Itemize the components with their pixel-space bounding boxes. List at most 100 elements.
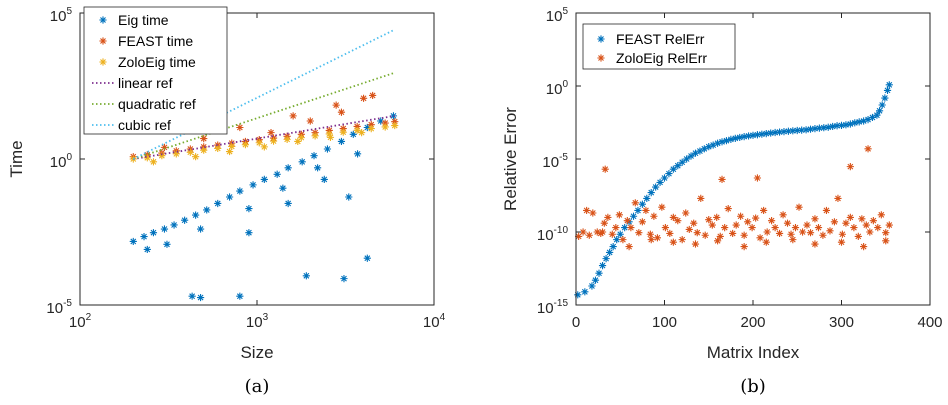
ref-line (133, 114, 395, 160)
data-point (748, 224, 756, 232)
data-point (693, 229, 701, 237)
data-point (369, 91, 377, 100)
data-point (885, 221, 893, 229)
legend-label: Eig time (118, 12, 169, 28)
data-point (601, 165, 609, 173)
data-point (854, 232, 862, 240)
data-point (245, 229, 253, 237)
panel-b-caption: (b) (740, 376, 766, 397)
data-point (653, 234, 662, 242)
data-point (129, 155, 137, 163)
data-point (762, 129, 770, 138)
data-point (674, 162, 682, 170)
data-point (731, 134, 739, 142)
legend-entry: ZoloEig RelErr (597, 50, 707, 66)
data-point (647, 236, 655, 244)
data-point (294, 137, 302, 146)
data-point (656, 178, 664, 186)
data-point (646, 230, 654, 238)
data-point (214, 199, 222, 208)
data-point (314, 164, 322, 172)
data-point (192, 211, 200, 219)
panel-b: 0 100 200 300 400 105 100 10-5 10-10 10-15 Matrix… (501, 6, 943, 397)
data-point (802, 126, 810, 134)
legend-marker-swatch (99, 16, 107, 24)
data-point (762, 238, 770, 246)
data-point (811, 215, 819, 223)
data-point (658, 203, 666, 211)
data-point (851, 119, 859, 127)
data-point (643, 194, 651, 203)
legend-marker-swatch (99, 37, 107, 45)
panel-b-marks (574, 81, 893, 299)
data-point (758, 130, 766, 138)
data-point (822, 206, 831, 215)
y-tick-label: 10-10 (537, 225, 569, 244)
data-point (687, 152, 695, 160)
data-point (771, 128, 779, 137)
data-point (619, 236, 627, 244)
data-point (273, 170, 281, 178)
data-point (249, 181, 257, 189)
data-point (609, 243, 617, 251)
data-point (595, 269, 603, 277)
panel-b-xlabel: Matrix Index (707, 343, 800, 362)
data-point (760, 206, 768, 215)
data-point (650, 212, 658, 220)
data-point (685, 225, 693, 234)
data-point (709, 141, 717, 149)
data-point (669, 165, 677, 173)
data-point (690, 219, 698, 227)
series-zoloeig-time (129, 121, 399, 166)
data-point (339, 128, 347, 136)
data-point (737, 212, 745, 220)
y-tick-label: 100 (546, 79, 569, 98)
data-point (188, 292, 196, 300)
data-point (811, 240, 819, 248)
series-feast-relerr (574, 81, 893, 299)
data-point (337, 137, 346, 146)
data-point (806, 229, 815, 237)
data-point (713, 213, 721, 221)
data-point (763, 228, 771, 236)
data-point (297, 134, 305, 142)
data-point (612, 224, 620, 232)
data-point (311, 132, 319, 140)
data-point (705, 143, 713, 151)
data-point (203, 206, 211, 214)
data-point (579, 228, 587, 236)
data-point (660, 174, 669, 182)
data-point (196, 225, 205, 233)
data-point (236, 292, 244, 300)
data-point (642, 206, 650, 215)
data-point (705, 216, 713, 224)
series-linear-ref (133, 114, 395, 160)
data-point (678, 158, 686, 166)
data-point (163, 240, 171, 248)
legend-entry: Eig time (99, 12, 169, 28)
data-point (381, 119, 389, 127)
data-point (160, 225, 169, 233)
data-point (598, 261, 607, 270)
data-point (332, 101, 340, 109)
data-point (678, 236, 686, 244)
x-tick-label: 200 (740, 314, 765, 331)
data-point (634, 206, 642, 215)
x-tick-label: 103 (246, 312, 269, 331)
data-point (255, 139, 263, 147)
data-point (789, 127, 797, 135)
data-point (181, 216, 189, 224)
data-point (214, 144, 222, 153)
data-point (837, 238, 846, 246)
data-point (826, 227, 834, 235)
data-point (260, 175, 268, 184)
panel-a-legend: Eig time FEAST time ZoloEig time linear ref… (83, 6, 228, 135)
data-point (752, 214, 760, 222)
data-point (874, 224, 882, 232)
data-point (589, 209, 597, 217)
data-point (353, 122, 361, 131)
data-point (325, 130, 333, 138)
data-point (627, 224, 635, 232)
data-point (635, 229, 643, 237)
data-point (819, 231, 827, 239)
